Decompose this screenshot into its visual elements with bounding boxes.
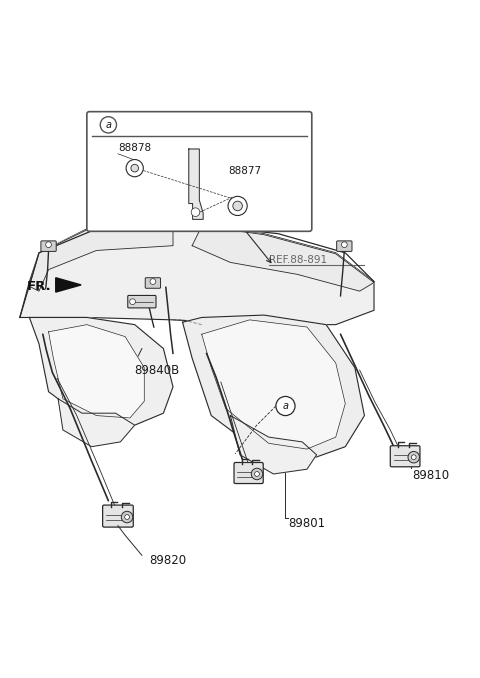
Text: 89820: 89820 (150, 554, 187, 567)
Text: 89810: 89810 (412, 469, 449, 482)
Text: REF.88-891: REF.88-891 (269, 255, 327, 265)
Circle shape (100, 117, 117, 133)
Circle shape (251, 468, 263, 480)
Text: a: a (282, 401, 288, 411)
Circle shape (411, 455, 416, 460)
Circle shape (131, 164, 139, 172)
FancyBboxPatch shape (103, 505, 133, 527)
Circle shape (254, 472, 259, 477)
FancyBboxPatch shape (390, 445, 420, 466)
Polygon shape (20, 224, 374, 325)
Circle shape (408, 452, 420, 463)
Text: 88877: 88877 (228, 167, 261, 176)
FancyBboxPatch shape (87, 112, 312, 231)
Text: 89801: 89801 (288, 517, 325, 530)
Polygon shape (29, 317, 173, 425)
FancyBboxPatch shape (128, 296, 156, 308)
Circle shape (276, 397, 295, 416)
Polygon shape (189, 149, 203, 220)
Circle shape (126, 159, 144, 177)
Circle shape (150, 279, 156, 285)
Circle shape (121, 511, 133, 523)
FancyBboxPatch shape (234, 462, 263, 483)
Circle shape (46, 242, 51, 247)
Circle shape (125, 515, 130, 519)
FancyBboxPatch shape (145, 278, 160, 288)
FancyBboxPatch shape (41, 241, 56, 252)
Polygon shape (56, 278, 81, 292)
Polygon shape (230, 416, 317, 474)
Text: FR.: FR. (27, 280, 52, 293)
Circle shape (341, 242, 347, 247)
Polygon shape (192, 226, 374, 291)
Polygon shape (182, 315, 364, 458)
Circle shape (228, 197, 247, 216)
Text: 88878: 88878 (118, 142, 151, 153)
Polygon shape (58, 399, 135, 447)
Text: a: a (106, 120, 111, 129)
Text: 89840B: 89840B (135, 363, 180, 376)
Polygon shape (202, 320, 345, 449)
Circle shape (233, 201, 242, 211)
Polygon shape (29, 226, 173, 291)
Circle shape (191, 208, 200, 216)
Circle shape (130, 299, 135, 304)
Polygon shape (48, 325, 144, 418)
FancyBboxPatch shape (336, 241, 352, 252)
